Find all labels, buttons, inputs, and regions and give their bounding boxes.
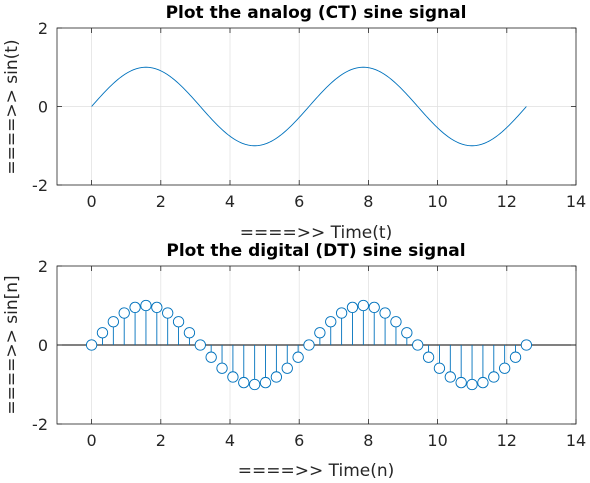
- digital-stem-marker: [357, 299, 369, 312]
- digital-ytick-label: 0: [38, 336, 48, 355]
- digital-stem-marker: [96, 327, 109, 339]
- digital-stem-marker: [477, 376, 489, 389]
- digital-stem-marker: [270, 371, 283, 383]
- digital-xtick-label: 0: [87, 431, 97, 450]
- digital-stem-marker: [118, 307, 130, 319]
- analog-xtick-label: 6: [294, 192, 304, 211]
- digital-stem-marker: [346, 301, 359, 314]
- digital-stem-marker: [151, 301, 163, 314]
- digital-stem-marker: [509, 351, 522, 363]
- analog-ylabel: ====>> sin(t): [2, 39, 22, 174]
- digital-stem-marker: [162, 307, 174, 319]
- analog-xtick-label: 0: [87, 192, 97, 211]
- digital-stem-marker: [325, 316, 337, 328]
- analog-ticks: 0 2 4 6 8 10 12 14 -2 0 2: [32, 19, 586, 211]
- analog-title: Plot the analog (CT) sine signal: [166, 3, 467, 23]
- analog-xtick-label: 4: [225, 192, 235, 211]
- digital-ytick-label: -2: [32, 415, 48, 434]
- digital-stem-marker: [183, 327, 196, 339]
- digital-stem-marker: [314, 327, 326, 339]
- digital-stem-marker: [248, 378, 261, 391]
- digital-stem-marker: [140, 299, 152, 312]
- digital-stem-marker: [205, 351, 217, 363]
- digital-stem-marker: [422, 351, 435, 363]
- digital-stem-marker: [194, 339, 206, 351]
- digital-stem-marker: [499, 362, 511, 374]
- digital-stem-marker: [303, 339, 315, 351]
- digital-stem-marker: [172, 316, 185, 328]
- digital-xtick-label: 2: [156, 431, 166, 450]
- digital-stem-marker: [379, 307, 391, 319]
- digital-stem-marker: [238, 376, 250, 389]
- analog-ytick-label: 2: [38, 19, 48, 38]
- digital-stem-marker: [466, 378, 478, 391]
- digital-stem-marker: [488, 371, 500, 383]
- digital-stem-marker: [292, 351, 304, 363]
- digital-stem-marker: [390, 316, 402, 328]
- digital-stem-marker: [335, 307, 348, 319]
- digital-xtick-label: 4: [225, 431, 235, 450]
- digital-xtick-label: 8: [363, 431, 373, 450]
- digital-xlabel: ====>> Time(n): [238, 461, 395, 481]
- digital-stem-marker: [412, 339, 424, 351]
- analog-sine-line: [91, 66, 527, 147]
- analog-ytick-label: -2: [32, 176, 48, 195]
- digital-stem-marker: [281, 362, 293, 374]
- analog-xtick-label: 8: [363, 192, 373, 211]
- digital-xtick-label: 14: [566, 431, 586, 450]
- digital-stem-marker: [85, 339, 98, 351]
- analog-subplot: 0 2 4 6 8 10 12 14 -2 0 2 Plot the analog (CT) sin…: [2, 3, 586, 243]
- digital-series: [57, 299, 576, 391]
- analog-xtick-label: 14: [566, 192, 586, 211]
- digital-subplot: 0 2 4 6 8 10 12 14 -2 0 2 Plot the digital (DT) si…: [2, 241, 586, 481]
- digital-ytick-label: 2: [38, 257, 48, 276]
- digital-stem-marker: [444, 371, 456, 383]
- digital-stem-marker: [259, 376, 272, 389]
- digital-stem-marker: [455, 376, 467, 389]
- digital-stem-marker: [227, 371, 239, 383]
- analog-xtick-label: 10: [427, 192, 447, 211]
- digital-xtick-label: 12: [497, 431, 517, 450]
- digital-stem-marker: [433, 362, 446, 374]
- digital-ylabel: ====>> sin[n]: [2, 275, 22, 414]
- analog-xlabel: ====>> Time(t): [240, 223, 392, 243]
- digital-stem-marker: [107, 316, 119, 328]
- analog-ytick-label: 0: [38, 98, 48, 117]
- digital-stem-marker: [216, 362, 228, 374]
- digital-stem-marker: [401, 327, 413, 339]
- digital-stem-marker: [520, 339, 533, 351]
- analog-series: [91, 66, 527, 147]
- digital-xtick-label: 6: [294, 431, 304, 450]
- analog-xtick-label: 2: [156, 192, 166, 211]
- digital-stem-marker: [129, 301, 141, 314]
- digital-title: Plot the digital (DT) sine signal: [166, 241, 465, 261]
- digital-stem-marker: [368, 301, 380, 314]
- analog-xtick-label: 12: [497, 192, 517, 211]
- digital-xtick-label: 10: [427, 431, 447, 450]
- digital-ticks: 0 2 4 6 8 10 12 14 -2 0 2: [32, 257, 586, 450]
